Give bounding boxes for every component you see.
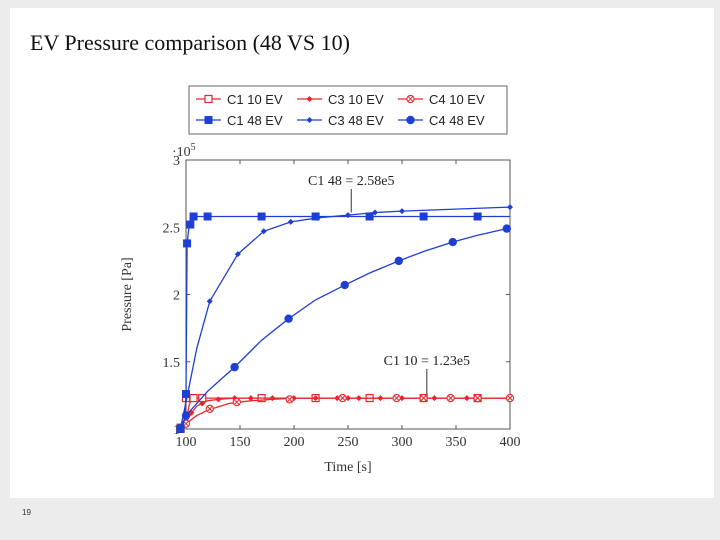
data-point [181, 411, 191, 420]
data-point [183, 239, 192, 248]
data-point [507, 204, 513, 211]
data-point [314, 214, 321, 221]
y-exponent-label: ·105 [172, 142, 196, 160]
data-point [206, 298, 213, 305]
y-axis-label: Pressure [Pa] [120, 257, 135, 331]
data-point [392, 393, 401, 403]
x-tick-label: 400 [500, 435, 521, 450]
data-point [234, 251, 241, 258]
data-point [285, 395, 294, 404]
series-line [180, 397, 510, 429]
annotation-label: C1 10 = 1.23e5 [384, 354, 470, 369]
legend-entry: C1 48 EV [196, 113, 283, 128]
y-tick-label: 2.5 [163, 221, 181, 236]
data-point [311, 212, 320, 221]
data-point [394, 256, 403, 266]
legend-box [188, 85, 508, 135]
legend-label: C4 10 EV [429, 92, 485, 107]
data-point [446, 393, 455, 403]
legend-marker [204, 94, 213, 104]
series-line [180, 227, 507, 428]
legend-entry: C1 10 EV [196, 92, 283, 107]
x-tick-label: 200 [284, 435, 305, 450]
data-point [340, 280, 349, 290]
x-tick-label: 250 [338, 435, 359, 450]
data-point [448, 237, 457, 247]
data-point [284, 314, 293, 323]
legend-marker [406, 94, 415, 104]
series-line [179, 206, 511, 428]
data-point [419, 212, 428, 221]
data-point [189, 212, 198, 221]
data-point [215, 396, 222, 403]
legend-entry: C3 10 EV [297, 92, 384, 107]
page-number: 19 [22, 508, 31, 517]
data-point [345, 212, 351, 219]
y-tick-label: 2 [173, 289, 180, 304]
data-point [257, 212, 266, 221]
x-tick-label: 100 [176, 435, 197, 450]
slide-title: EV Pressure comparison (48 VS 10) [30, 30, 350, 55]
legend-label: C4 48 EV [429, 113, 485, 128]
series-c1-48-ev [176, 212, 510, 433]
data-point [505, 393, 515, 403]
data-point [287, 218, 294, 225]
data-point [247, 395, 254, 402]
y-tick-label: 3 [173, 154, 180, 169]
data-point [199, 400, 206, 407]
data-point [473, 393, 482, 403]
data-point [203, 212, 212, 221]
legend-marker [406, 115, 415, 125]
data-point [473, 212, 482, 221]
data-point [186, 220, 195, 229]
data-point [372, 209, 378, 216]
data-point [205, 404, 214, 413]
legend-marker [204, 116, 213, 124]
legend-marker [306, 117, 313, 123]
series-c4-10-ev [176, 393, 515, 432]
data-point [338, 393, 347, 403]
data-point [189, 393, 198, 403]
x-tick-label: 150 [230, 435, 251, 450]
data-point [176, 423, 185, 432]
legend-entry: C4 10 EV [398, 92, 485, 107]
data-point [365, 212, 374, 221]
legend-entry: C4 48 EV [398, 113, 485, 128]
legend-marker [306, 96, 313, 102]
y-tick-label: 1.5 [163, 356, 181, 371]
x-tick-label: 350 [446, 435, 467, 450]
x-tick-label: 300 [392, 435, 413, 450]
data-point [230, 362, 239, 372]
data-point [399, 208, 405, 215]
legend-label: C1 10 EV [227, 92, 283, 107]
series-c4-48-ev [176, 224, 511, 432]
legend-label: C3 48 EV [328, 113, 384, 128]
plot-frame [185, 159, 511, 430]
y-tick-label: 1 [173, 423, 180, 438]
data-point [232, 397, 241, 407]
legend-label: C3 10 EV [328, 92, 384, 107]
data-point [502, 224, 511, 233]
legend-entry: C3 48 EV [297, 113, 384, 128]
legend-label: C1 48 EV [227, 113, 283, 128]
data-point [260, 228, 267, 235]
data-point [182, 390, 190, 399]
data-point [419, 393, 428, 403]
annotation-label: C1 48 = 2.58e5 [308, 174, 394, 189]
x-axis-label: Time [s] [324, 460, 371, 475]
